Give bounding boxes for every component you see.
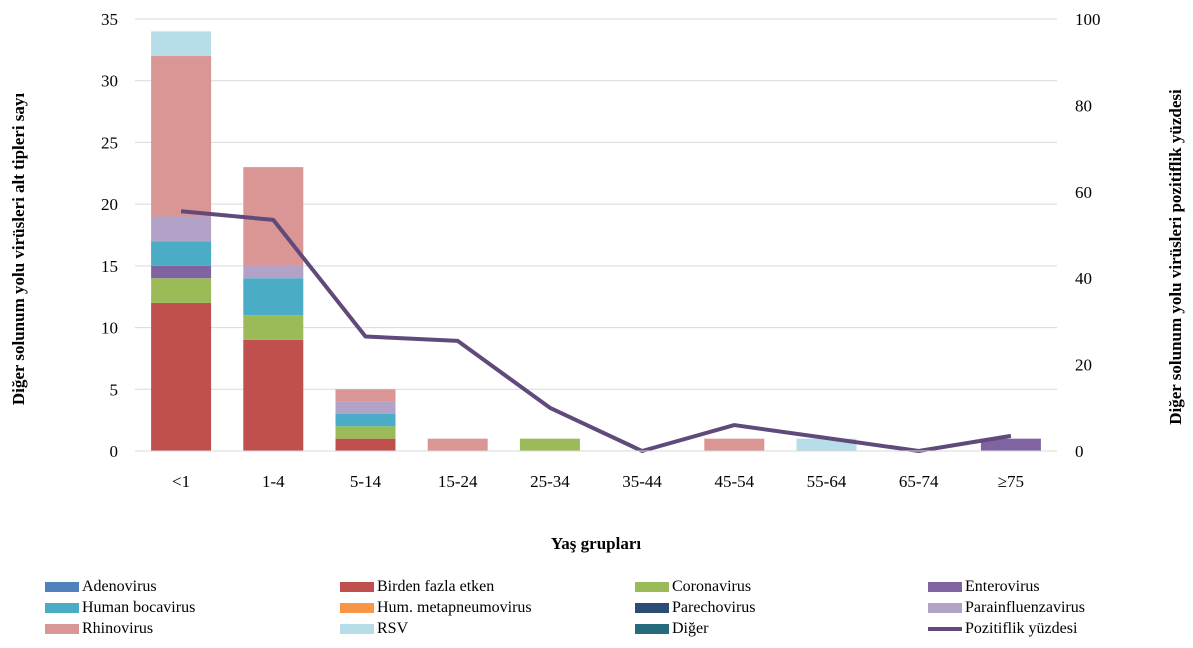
bar-segment xyxy=(519,438,580,451)
x-tick-label: 35-44 xyxy=(622,472,662,491)
y2-tick-label: 60 xyxy=(1075,183,1092,202)
legend-item: Adenovirus xyxy=(45,576,157,598)
bar-segment xyxy=(151,278,212,303)
bar-stack-group xyxy=(151,31,1041,451)
legend-item: Diğer xyxy=(635,618,708,640)
legend-label: Pozitiflik yüzdesi xyxy=(965,620,1078,637)
legend-label: Adenovirus xyxy=(82,578,157,595)
x-tick-label: 65-74 xyxy=(899,472,939,491)
legend-item: Enterovirus xyxy=(928,576,1040,598)
x-tick-label: ≥75 xyxy=(998,472,1024,491)
legend-label: Coronavirus xyxy=(672,578,752,595)
bar-segment xyxy=(980,438,1041,451)
positivity-line xyxy=(180,209,1012,453)
y-tick-label: 25 xyxy=(101,133,118,152)
bar-segment xyxy=(151,31,212,57)
legend-label: Parainfluenzavirus xyxy=(965,599,1085,616)
legend-swatch xyxy=(45,624,79,634)
y2-tick-label: 20 xyxy=(1075,356,1092,375)
legend-swatch xyxy=(635,624,669,634)
legend-swatch xyxy=(45,582,79,592)
bar-segment xyxy=(335,438,396,451)
y-tick-label: 15 xyxy=(101,257,118,276)
y2-axis-title: Diğer solunum yolu virüsleri pozitiflik … xyxy=(1166,89,1185,425)
legend-swatch xyxy=(340,603,374,613)
x-tick-label: <1 xyxy=(172,472,190,491)
legend-item: Parechovirus xyxy=(635,597,756,619)
x-axis-ticks: <1 1-4 5-14 15-24 25-34 35-44 45-54 55-64 65-74 ≥… xyxy=(172,472,1024,491)
legend-item: Pozitiflik yüzdesi xyxy=(928,618,1077,640)
legend-label: Human bocavirus xyxy=(82,599,196,616)
y-axis-title: Diğer solunum yolu virüsleri alt tipleri… xyxy=(9,93,28,406)
legend-swatch xyxy=(928,582,962,592)
x-tick-label: 55-64 xyxy=(807,472,847,491)
legend-label: Hum. metapneumovirus xyxy=(377,599,532,616)
bar-segment xyxy=(243,278,304,316)
right-axis-ticks: 0 20 40 60 80 100 xyxy=(1075,10,1101,461)
y2-tick-label: 100 xyxy=(1075,10,1101,29)
y2-tick-label: 0 xyxy=(1075,442,1084,461)
left-axis-ticks: 0 5 10 15 20 25 30 35 xyxy=(101,10,118,461)
legend-swatch xyxy=(928,627,962,631)
bar-segment xyxy=(151,302,212,451)
y-tick-label: 30 xyxy=(101,72,118,91)
x-tick-label: 15-24 xyxy=(438,472,478,491)
bar-segment xyxy=(151,241,212,266)
line-group xyxy=(180,209,1012,453)
legend-item: Rhinovirus xyxy=(45,618,153,640)
legend-swatch xyxy=(635,582,669,592)
legend-item: Birden fazla etken xyxy=(340,576,494,598)
bar-segment xyxy=(151,56,212,217)
y-tick-label: 0 xyxy=(110,442,119,461)
x-tick-label: 1-4 xyxy=(262,472,285,491)
bar-segment xyxy=(151,216,212,242)
legend-item: Coronavirus xyxy=(635,576,751,598)
legend-label: Enterovirus xyxy=(965,578,1040,595)
bar-segment xyxy=(335,426,396,439)
bar-segment xyxy=(335,413,396,427)
bar-segment xyxy=(704,438,765,451)
bar-segment xyxy=(335,389,396,402)
bar-segment xyxy=(335,401,396,414)
bar-segment xyxy=(151,265,212,279)
chart-svg: 0 5 10 15 20 25 30 35 0 20 40 60 80 100 <1 1-4 5-14 15-… xyxy=(9,10,1185,553)
x-tick-label: 45-54 xyxy=(714,472,754,491)
y-tick-label: 20 xyxy=(101,195,118,214)
x-axis-title: Yaş grupları xyxy=(551,534,641,553)
legend-label: RSV xyxy=(377,620,409,637)
bar-segment xyxy=(243,339,304,451)
legend-label: Rhinovirus xyxy=(82,620,154,637)
y2-tick-label: 80 xyxy=(1075,96,1092,115)
y-tick-label: 35 xyxy=(101,10,118,29)
legend-label: Birden fazla etken xyxy=(377,578,495,595)
legend-label: Diğer xyxy=(672,620,709,637)
legend-swatch xyxy=(340,624,374,634)
legend-item: Human bocavirus xyxy=(45,597,195,619)
y-tick-label: 5 xyxy=(110,380,119,399)
legend: Adenovirus Human bocavirus Rhinovirus Birde… xyxy=(0,576,1193,648)
y-tick-label: 10 xyxy=(101,319,118,338)
x-tick-label: 25-34 xyxy=(530,472,570,491)
legend-item: Parainfluenzavirus xyxy=(928,597,1085,619)
legend-swatch xyxy=(635,603,669,613)
bar-segment xyxy=(243,265,304,279)
legend-item: RSV xyxy=(340,618,408,640)
legend-label: Parechovirus xyxy=(672,599,756,616)
legend-swatch xyxy=(928,603,962,613)
bar-segment xyxy=(243,315,304,340)
y2-tick-label: 40 xyxy=(1075,269,1092,288)
bar-segment xyxy=(427,438,488,451)
legend-swatch xyxy=(45,603,79,613)
legend-item: Hum. metapneumovirus xyxy=(340,597,532,619)
legend-swatch xyxy=(340,582,374,592)
x-tick-label: 5-14 xyxy=(350,472,382,491)
